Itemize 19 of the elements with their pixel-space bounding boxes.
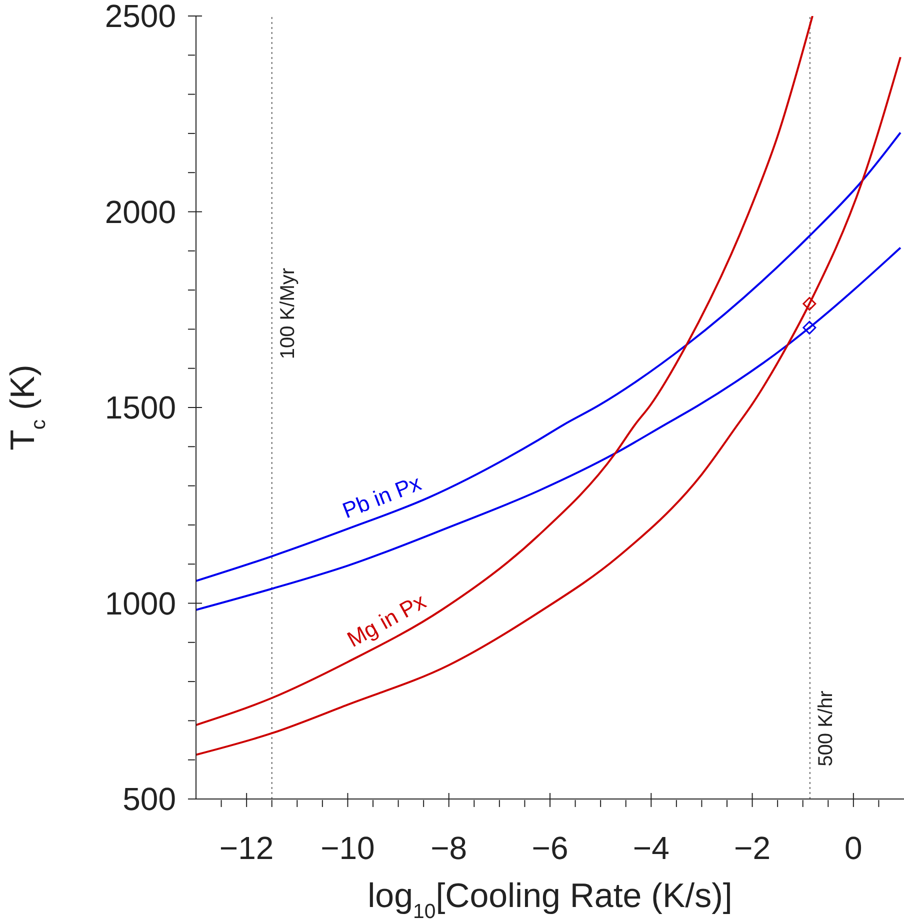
x-tick-label: −6	[532, 830, 568, 866]
x-tick-label: −8	[430, 830, 468, 866]
y-tick-label: 1500	[104, 390, 176, 426]
y-tick-label: 500	[122, 781, 176, 817]
x-axis-title: log$_{10}$[Cooling Rate (K/s)]	[368, 877, 732, 923]
x-tick-label: −10	[320, 830, 375, 866]
ref-line-label: 500 K/hr	[814, 690, 837, 766]
y-tick-label: 2000	[104, 194, 176, 230]
line-series	[196, 16, 814, 726]
line-series	[196, 132, 902, 582]
x-tick-label: −2	[734, 830, 771, 866]
ref-line-label: 100 K/Myr	[276, 268, 299, 360]
text: Mg in Px	[342, 588, 430, 652]
x-tick-label: 0	[844, 830, 862, 866]
text: Pb in Px	[339, 470, 425, 524]
x-tick-label: −12	[219, 830, 274, 866]
y-tick-label: 2500	[104, 0, 176, 34]
x-tick-label: −4	[632, 830, 670, 866]
y-tick-label: 1000	[104, 585, 176, 622]
